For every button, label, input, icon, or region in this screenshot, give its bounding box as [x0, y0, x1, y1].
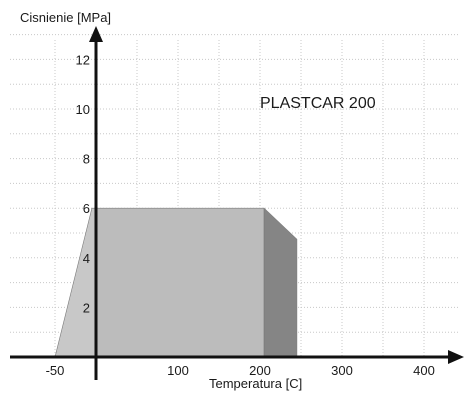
y-tick-label: 10 — [76, 102, 90, 117]
x-axis-label: Temperatura [C] — [209, 376, 302, 391]
x-tick-label: 100 — [167, 363, 189, 378]
y-tick-label: 2 — [83, 300, 90, 315]
x-tick-label: 400 — [413, 363, 435, 378]
x-tick-labels: -50 100 200 300 400 — [46, 363, 435, 378]
x-tick-label: 300 — [331, 363, 353, 378]
y-tick-labels: 2 4 6 8 10 12 — [76, 52, 90, 315]
chart-regions — [54, 207, 298, 358]
y-tick-label: 8 — [83, 152, 90, 167]
region-derating-area — [263, 207, 298, 358]
y-axis-label: Cisnienie [MPa] — [20, 10, 111, 25]
axes — [10, 26, 464, 380]
y-tick-label: 6 — [83, 201, 90, 216]
region-main-operating-area — [95, 207, 265, 358]
y-tick-label: 12 — [76, 52, 90, 67]
x-tick-label: 200 — [249, 363, 271, 378]
x-tick-label: -50 — [46, 363, 65, 378]
y-axis-arrow — [89, 26, 103, 42]
y-tick-label: 4 — [83, 251, 90, 266]
chart-title: PLASTCAR 200 — [260, 95, 376, 112]
x-axis-arrow — [448, 350, 464, 364]
